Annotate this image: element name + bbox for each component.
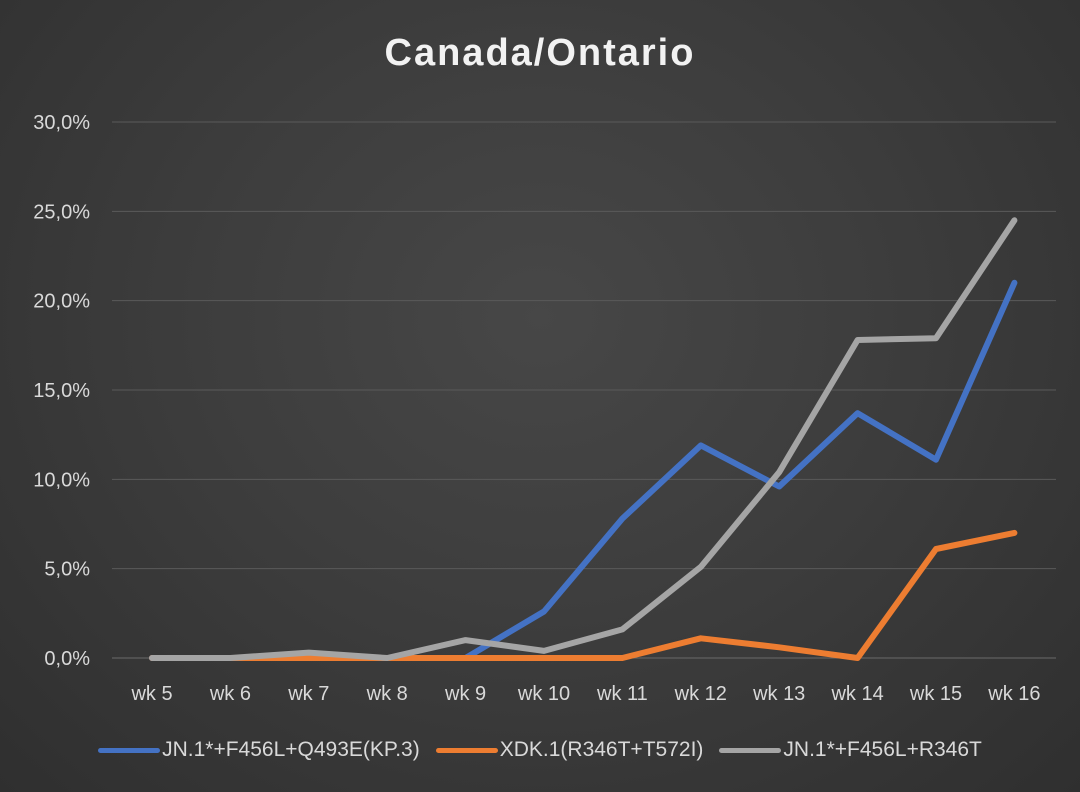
y-tick-label: 25,0%	[33, 201, 90, 223]
x-tick-label: wk 5	[130, 683, 172, 705]
x-tick-label: wk 15	[909, 683, 962, 705]
legend-item: JN.1*+F456L+Q493E(KP.3)	[98, 738, 420, 762]
series-lines	[149, 217, 1018, 661]
series-line-3	[149, 217, 1018, 661]
legend-swatch	[719, 747, 782, 753]
y-tick-label: 5,0%	[44, 559, 90, 581]
legend-label: XDK.1(R346T+T572I)	[499, 738, 704, 761]
y-tick-label: 20,0%	[33, 291, 90, 313]
x-axis-ticks: wk 5 wk 6 wk 7 wk 8 wk 9 wk 10 wk 11 wk 12 wk 13…	[130, 683, 1040, 705]
legend-swatch	[98, 747, 161, 753]
x-tick-label: wk 13	[752, 683, 805, 705]
x-tick-label: wk 8	[366, 683, 408, 705]
legend-label: JN.1*+F456L+Q493E(KP.3)	[162, 738, 420, 761]
x-tick-label: wk 10	[517, 683, 570, 705]
y-tick-label: 15,0%	[33, 380, 90, 402]
x-tick-label: wk 11	[596, 683, 648, 705]
legend: JN.1*+F456L+Q493E(KP.3) XDK.1(R346T+T572I…	[0, 738, 1080, 762]
x-tick-label: wk 7	[287, 683, 329, 705]
legend-item: XDK.1(R346T+T572I)	[435, 738, 704, 762]
legend-swatch	[435, 747, 498, 753]
chart-title: Canada/Ontario	[384, 32, 696, 74]
legend-item: JN.1*+F456L+R346T	[719, 738, 982, 762]
y-tick-label: 0,0%	[44, 648, 90, 670]
y-axis-ticks: 0,0% 5,0% 10,0% 15,0% 20,0% 25,0% 30,0%	[33, 112, 90, 670]
x-tick-label: wk 6	[209, 683, 251, 705]
legend-label: JN.1*+F456L+R346T	[783, 738, 982, 761]
x-tick-label: wk 9	[444, 683, 486, 705]
y-tick-label: 10,0%	[33, 469, 90, 491]
x-tick-label: wk 16	[987, 683, 1040, 705]
x-tick-label: wk 14	[830, 683, 883, 705]
series-line-2	[149, 529, 1018, 661]
x-tick-label: wk 12	[674, 683, 727, 705]
y-tick-label: 30,0%	[33, 112, 90, 134]
